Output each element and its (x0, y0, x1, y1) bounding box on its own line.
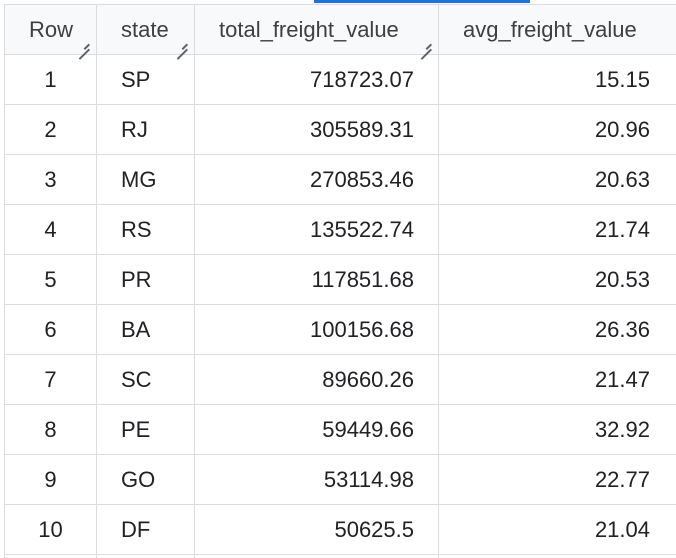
state-cell[interactable]: PE (96, 404, 195, 455)
column-header-label: state (121, 16, 169, 42)
row-number-cell: 7 (4, 354, 97, 405)
column-header-label: avg_freight_value (463, 16, 637, 42)
column-header-state[interactable]: state (96, 4, 195, 55)
avg-freight-value-cell[interactable]: 15.15 (438, 54, 676, 105)
avg-freight-value-cell[interactable]: 21.47 (438, 354, 676, 405)
row-number-cell: 1 (4, 54, 97, 105)
avg-freight-value-cell[interactable]: 21.74 (438, 204, 676, 255)
total-freight-value-cell[interactable]: 270853.46 (194, 154, 439, 205)
empty-cell (96, 554, 195, 558)
total-freight-value-cell[interactable]: 53114.98 (194, 454, 439, 505)
column-header-avg-freight-value[interactable]: avg_freight_value (438, 4, 676, 55)
results-table: Row state total_freight_value avg_freigh… (4, 4, 676, 558)
state-cell[interactable]: SP (96, 54, 195, 105)
row-number-cell: 6 (4, 304, 97, 355)
table-row[interactable]: 7 SC 89660.26 21.47 (4, 354, 676, 405)
avg-freight-value-cell[interactable]: 26.36 (438, 304, 676, 355)
row-number-cell: 2 (4, 104, 97, 155)
state-cell[interactable]: RJ (96, 104, 195, 155)
avg-freight-value-cell[interactable]: 20.96 (438, 104, 676, 155)
total-freight-value-cell[interactable]: 305589.31 (194, 104, 439, 155)
total-freight-value-cell[interactable]: 50625.5 (194, 504, 439, 555)
column-header-total-freight-value[interactable]: total_freight_value (194, 4, 439, 55)
avg-freight-value-cell[interactable]: 32.92 (438, 404, 676, 455)
column-header-label: total_freight_value (219, 16, 399, 42)
table-row[interactable]: 9 GO 53114.98 22.77 (4, 454, 676, 505)
state-cell[interactable]: BA (96, 304, 195, 355)
state-cell[interactable]: SC (96, 354, 195, 405)
table-row[interactable]: 3 MG 270853.46 20.63 (4, 154, 676, 205)
row-number-cell: 3 (4, 154, 97, 205)
header-row: Row state total_freight_value avg_freigh… (4, 4, 676, 55)
row-number-cell: 5 (4, 254, 97, 305)
column-resize-handle-icon[interactable] (420, 38, 432, 50)
table-row[interactable]: 1 SP 718723.07 15.15 (4, 54, 676, 105)
total-freight-value-cell[interactable]: 89660.26 (194, 354, 439, 405)
empty-cell (4, 554, 97, 558)
avg-freight-value-cell[interactable]: 20.63 (438, 154, 676, 205)
avg-freight-value-cell[interactable]: 21.04 (438, 504, 676, 555)
total-freight-value-cell[interactable]: 718723.07 (194, 54, 439, 105)
total-freight-value-cell[interactable]: 135522.74 (194, 204, 439, 255)
empty-cell (438, 554, 676, 558)
table-row[interactable]: 10 DF 50625.5 21.04 (4, 504, 676, 555)
table-row[interactable]: 4 RS 135522.74 21.74 (4, 204, 676, 255)
state-cell[interactable]: DF (96, 504, 195, 555)
row-number-cell: 4 (4, 204, 97, 255)
column-header-label: Row (29, 16, 74, 42)
state-cell[interactable]: PR (96, 254, 195, 305)
empty-cell (194, 554, 439, 558)
avg-freight-value-cell[interactable]: 22.77 (438, 454, 676, 505)
table-row[interactable]: 8 PE 59449.66 32.92 (4, 404, 676, 455)
table-row[interactable]: 5 PR 117851.68 20.53 (4, 254, 676, 305)
avg-freight-value-cell[interactable]: 20.53 (438, 254, 676, 305)
total-freight-value-cell[interactable]: 117851.68 (194, 254, 439, 305)
state-cell[interactable]: MG (96, 154, 195, 205)
row-number-cell: 9 (4, 454, 97, 505)
selected-tab-indicator (314, 0, 530, 3)
table-row-partial (4, 554, 676, 558)
state-cell[interactable]: RS (96, 204, 195, 255)
column-header-row[interactable]: Row (4, 4, 97, 55)
total-freight-value-cell[interactable]: 100156.68 (194, 304, 439, 355)
column-resize-handle-icon[interactable] (78, 38, 90, 50)
column-resize-handle-icon[interactable] (176, 38, 188, 50)
total-freight-value-cell[interactable]: 59449.66 (194, 404, 439, 455)
table-row[interactable]: 6 BA 100156.68 26.36 (4, 304, 676, 355)
state-cell[interactable]: GO (96, 454, 195, 505)
table-row[interactable]: 2 RJ 305589.31 20.96 (4, 104, 676, 155)
row-number-cell: 8 (4, 404, 97, 455)
row-number-cell: 10 (4, 504, 97, 555)
